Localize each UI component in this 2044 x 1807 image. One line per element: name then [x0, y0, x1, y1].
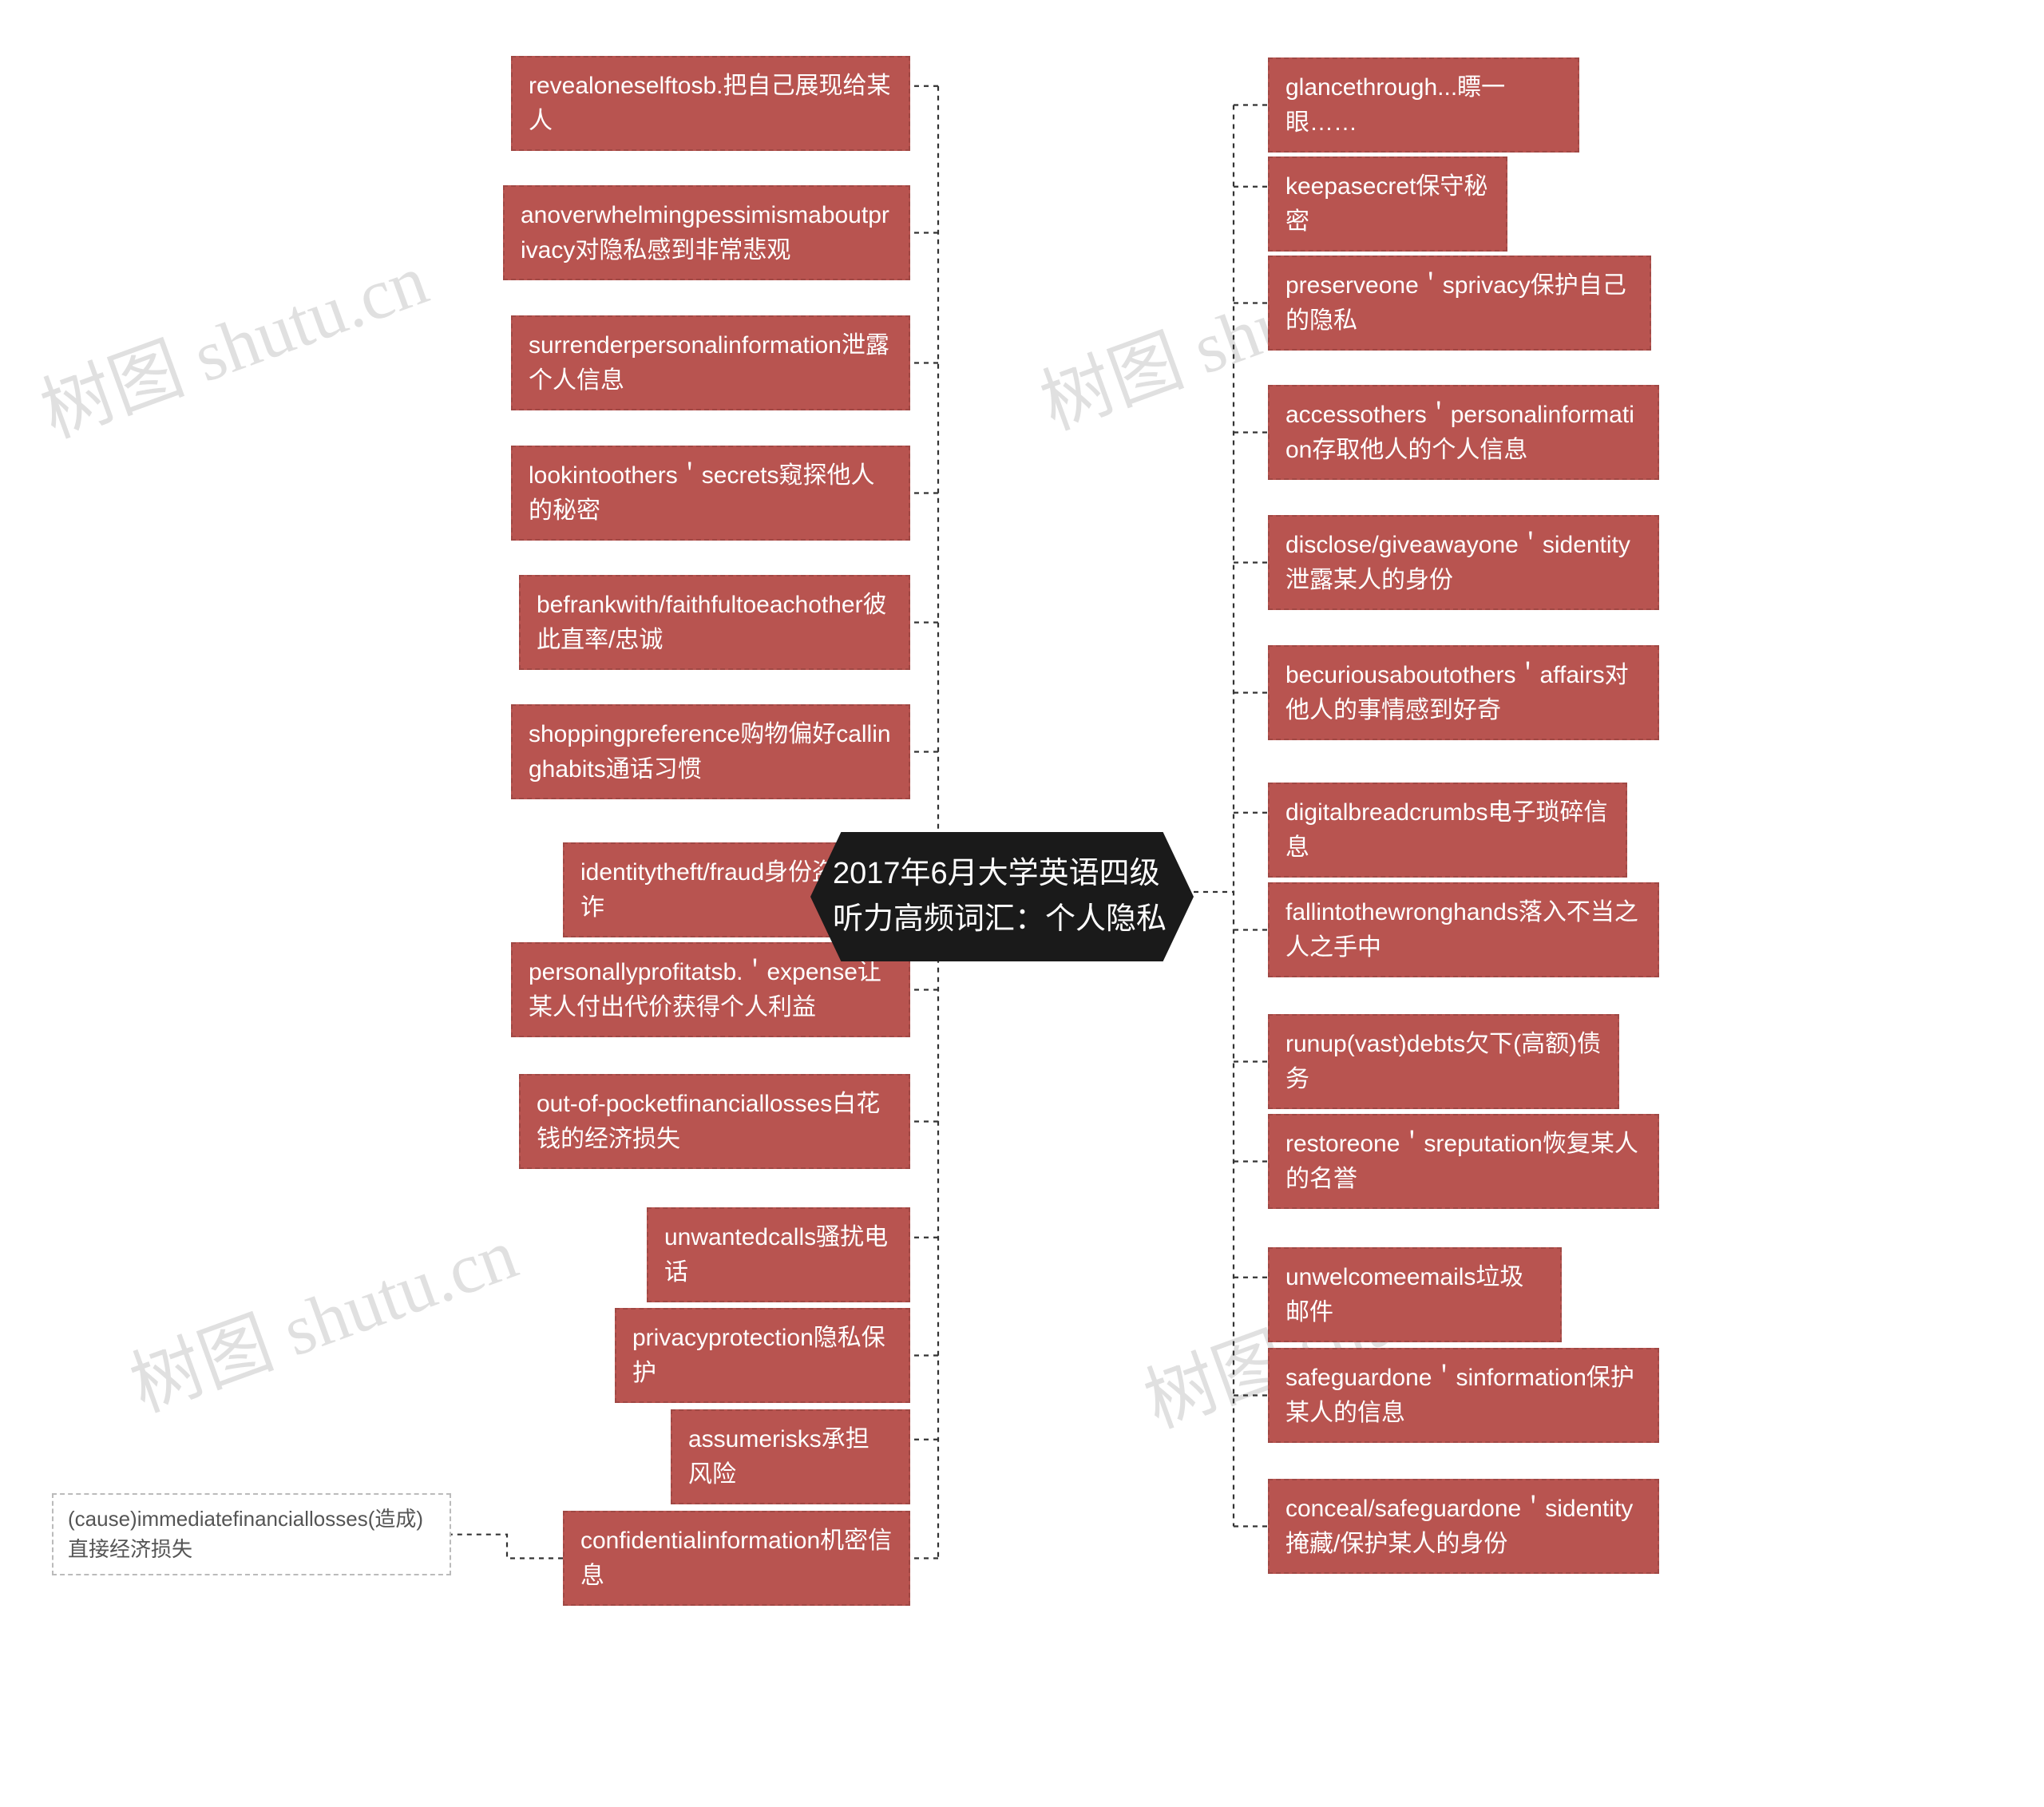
center-topic[interactable]: 2017年6月大学英语四级听力高频词汇：个人隐私 — [810, 832, 1194, 961]
right-node-12[interactable]: conceal/safeguardone＇sidentity掩藏/保护某人的身份 — [1268, 1479, 1659, 1574]
left-node-12[interactable]: confidentialinformation机密信息 — [563, 1511, 910, 1606]
left-node-0[interactable]: revealoneselftosb.把自己展现给某人 — [511, 56, 910, 151]
right-node-8[interactable]: runup(vast)debts欠下(高额)债务 — [1268, 1014, 1619, 1109]
left-node-1[interactable]: anoverwhelmingpessimismaboutprivacy对隐私感到… — [503, 185, 910, 280]
left-node-5[interactable]: shoppingpreference购物偏好callinghabits通话习惯 — [511, 704, 910, 799]
mindmap-canvas: 2017年6月大学英语四级听力高频词汇：个人隐私 revealoneselfto… — [0, 0, 2044, 1807]
right-node-7[interactable]: fallintothewronghands落入不当之人之手中 — [1268, 882, 1659, 977]
left-node-9[interactable]: unwantedcalls骚扰电话 — [647, 1207, 910, 1302]
right-node-9[interactable]: restoreone＇sreputation恢复某人的名誉 — [1268, 1114, 1659, 1209]
left-node-10[interactable]: privacyprotection隐私保护 — [615, 1308, 910, 1403]
sub-node[interactable]: (cause)immediatefinanciallosses(造成)直接经济损… — [52, 1493, 451, 1575]
left-node-2[interactable]: surrenderpersonalinformation泄露个人信息 — [511, 315, 910, 410]
watermark: 树图 shutu.cn — [25, 222, 439, 458]
right-node-11[interactable]: safeguardone＇sinformation保护某人的信息 — [1268, 1348, 1659, 1443]
right-node-2[interactable]: preserveone＇sprivacy保护自己的隐私 — [1268, 256, 1651, 351]
watermark: 树图 shutu.cn — [114, 1196, 529, 1432]
right-node-4[interactable]: disclose/giveawayone＇sidentity泄露某人的身份 — [1268, 515, 1659, 610]
right-node-5[interactable]: becuriousaboutothers＇affairs对他人的事情感到好奇 — [1268, 645, 1659, 740]
right-node-6[interactable]: digitalbreadcrumbs电子琐碎信息 — [1268, 783, 1627, 878]
left-node-8[interactable]: out-of-pocketfinanciallosses白花钱的经济损失 — [519, 1074, 910, 1169]
right-node-1[interactable]: keepasecret保守秘密 — [1268, 157, 1507, 252]
left-node-3[interactable]: lookintoothers＇secrets窥探他人的秘密 — [511, 446, 910, 541]
left-node-4[interactable]: befrankwith/faithfultoeachother彼此直率/忠诚 — [519, 575, 910, 670]
right-node-10[interactable]: unwelcomeemails垃圾邮件 — [1268, 1247, 1562, 1342]
right-node-3[interactable]: accessothers＇personalinformation存取他人的个人信… — [1268, 385, 1659, 480]
right-node-0[interactable]: glancethrough...瞟一眼…… — [1268, 57, 1579, 153]
left-node-11[interactable]: assumerisks承担风险 — [671, 1409, 910, 1504]
